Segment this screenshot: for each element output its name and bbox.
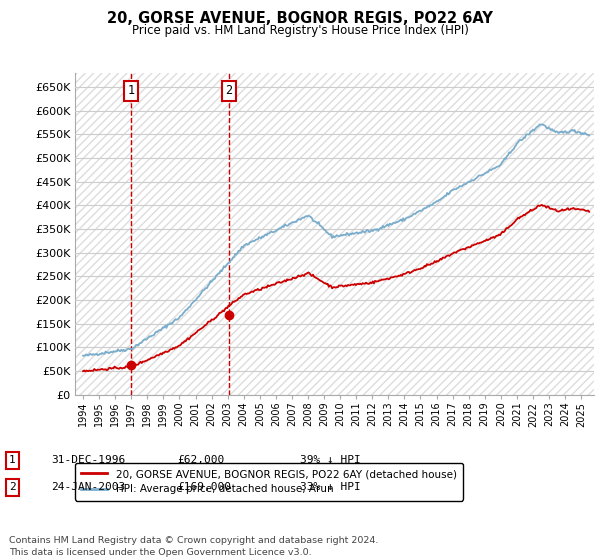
Text: 31-DEC-1996: 31-DEC-1996 xyxy=(51,455,125,465)
Text: 1: 1 xyxy=(128,84,135,97)
Legend: 20, GORSE AVENUE, BOGNOR REGIS, PO22 6AY (detached house), HPI: Average price, d: 20, GORSE AVENUE, BOGNOR REGIS, PO22 6AY… xyxy=(75,463,463,501)
Text: 2: 2 xyxy=(226,84,232,97)
Text: 2: 2 xyxy=(9,482,16,492)
Text: £62,000: £62,000 xyxy=(177,455,224,465)
Text: 39% ↓ HPI: 39% ↓ HPI xyxy=(300,455,361,465)
Text: 24-JAN-2003: 24-JAN-2003 xyxy=(51,482,125,492)
Text: 33% ↓ HPI: 33% ↓ HPI xyxy=(300,482,361,492)
Text: £169,000: £169,000 xyxy=(177,482,231,492)
Text: Contains HM Land Registry data © Crown copyright and database right 2024.
This d: Contains HM Land Registry data © Crown c… xyxy=(9,536,379,557)
Text: 1: 1 xyxy=(9,455,16,465)
Text: 20, GORSE AVENUE, BOGNOR REGIS, PO22 6AY: 20, GORSE AVENUE, BOGNOR REGIS, PO22 6AY xyxy=(107,11,493,26)
Text: Price paid vs. HM Land Registry's House Price Index (HPI): Price paid vs. HM Land Registry's House … xyxy=(131,24,469,36)
